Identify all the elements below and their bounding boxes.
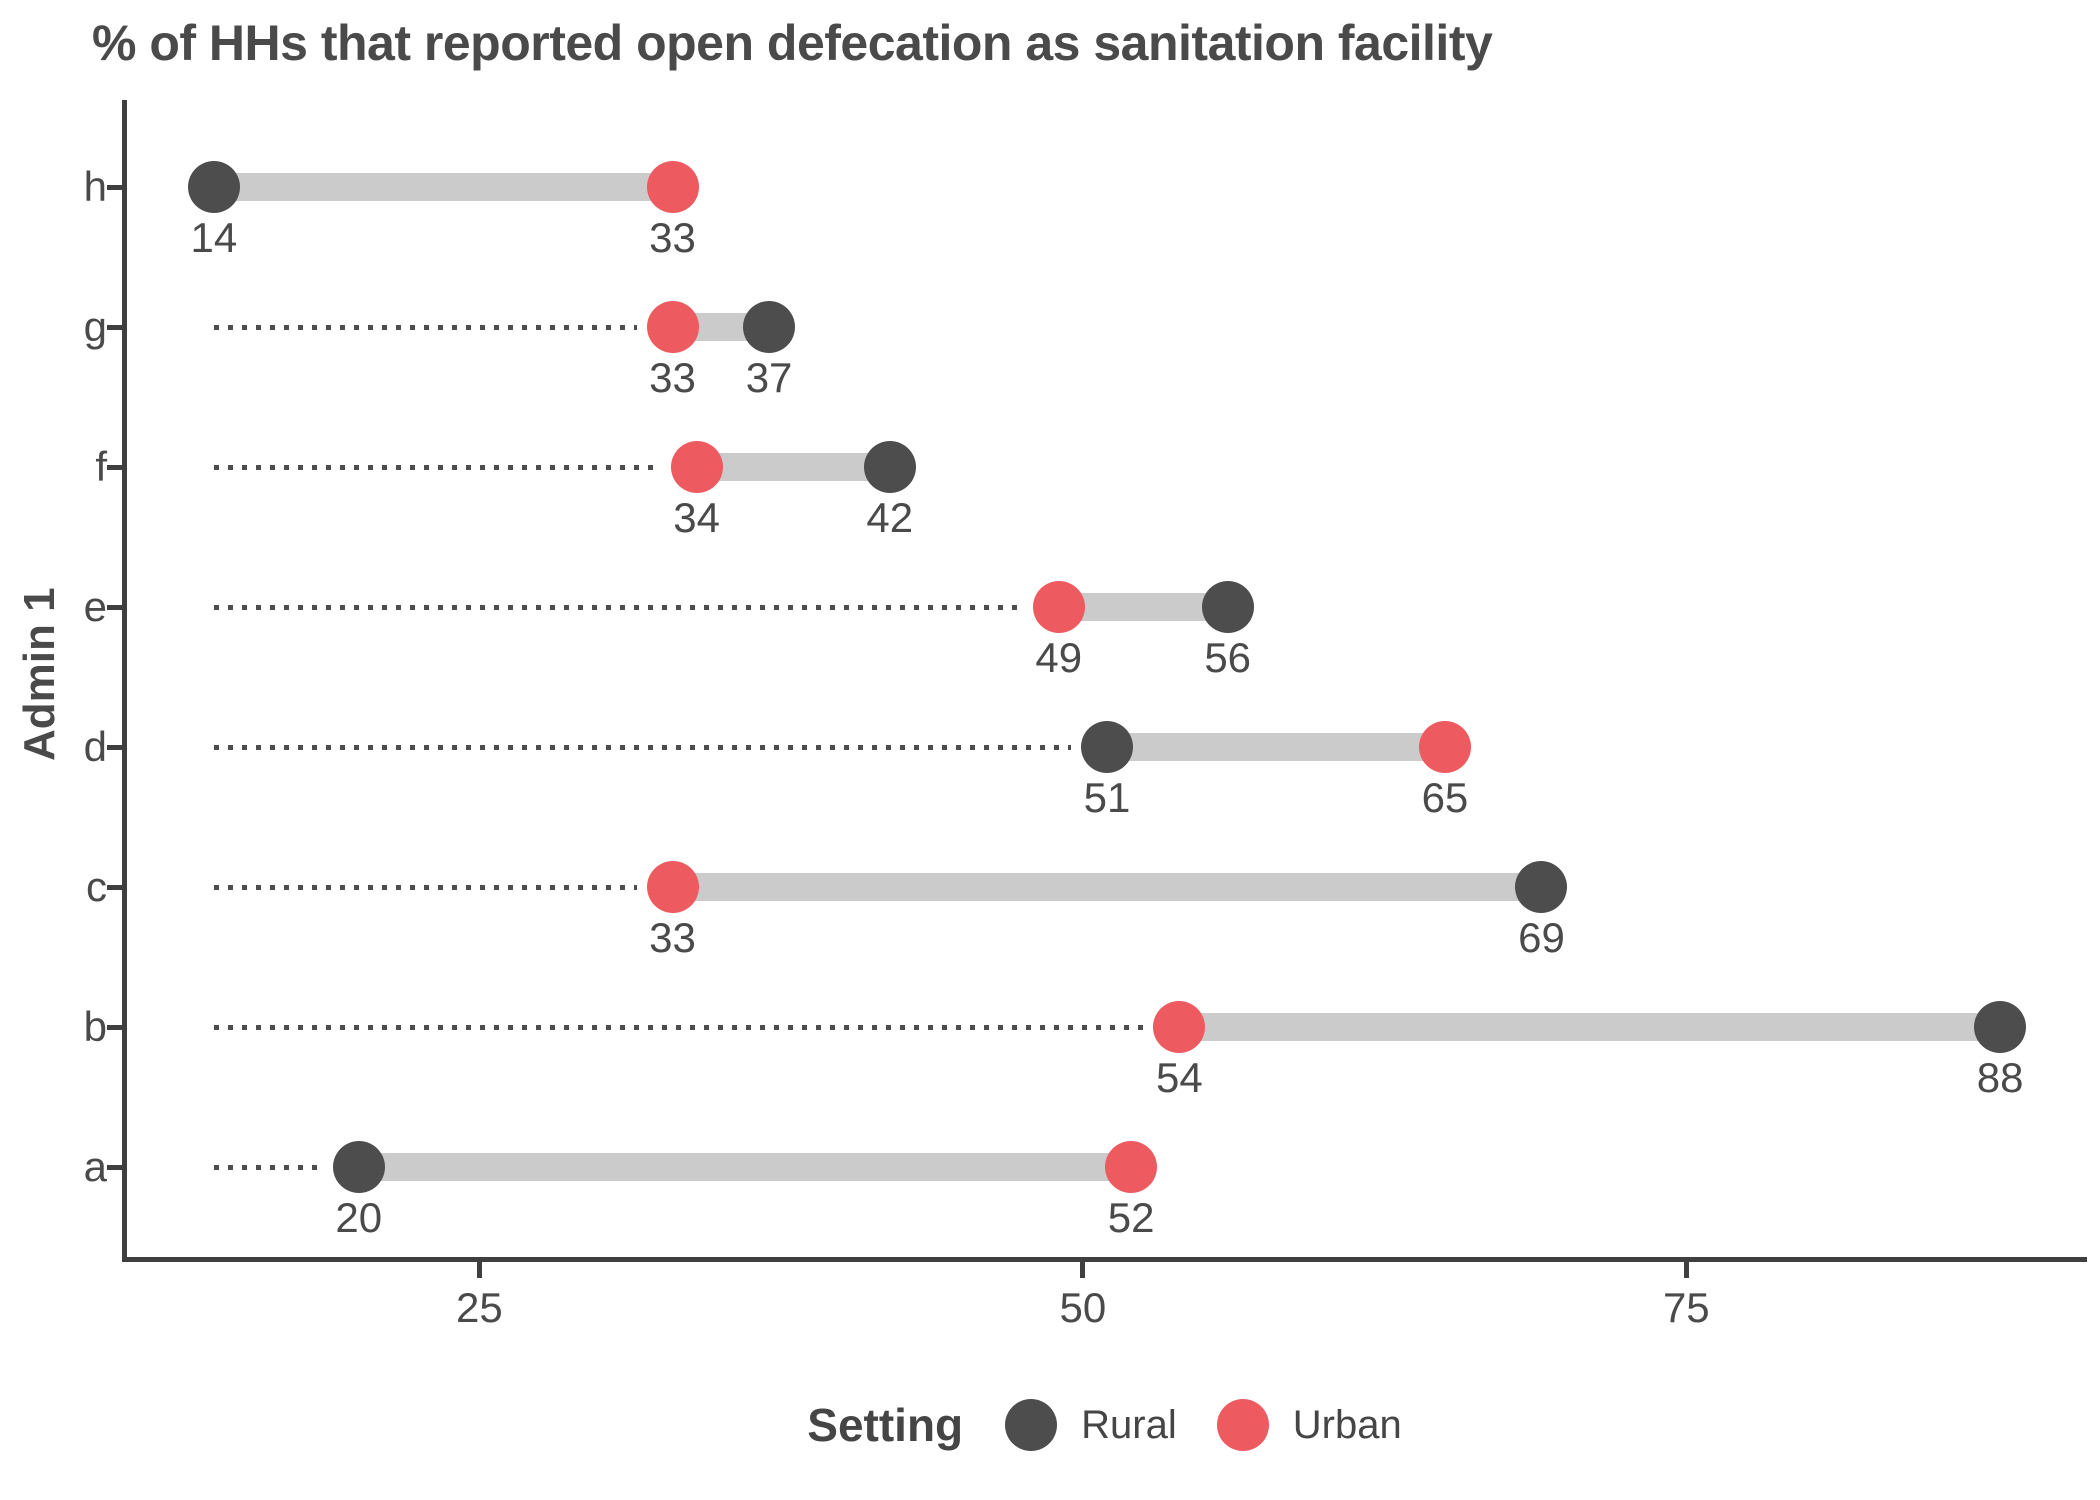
urban-value-label: 33: [649, 914, 696, 961]
y-axis-tick: [107, 464, 122, 470]
x-axis-tick-label: 75: [1662, 1284, 1710, 1331]
urban-value-label: 49: [1035, 634, 1083, 681]
dumbbell-band: [358, 1153, 1132, 1181]
urban-swatch-icon: [1216, 1399, 1269, 1451]
rural-dot: [332, 1141, 385, 1193]
category-label: g: [83, 303, 107, 350]
dumbbell-band: [213, 173, 673, 201]
leader-dotted-line: [213, 604, 1023, 610]
plot-panel: 14 33 37 33 42 34 56 49 51 65 69 33 88 54 20 52: [122, 100, 2087, 1262]
legend-title: Setting: [807, 1399, 964, 1451]
y-axis-tick: [107, 604, 122, 610]
leader-dotted-line: [213, 324, 637, 330]
dumbbell-band: [696, 453, 890, 481]
legend-items: Rural Urban: [1005, 1399, 1402, 1451]
category-label: b: [83, 1003, 107, 1050]
rural-value-label: 14: [190, 214, 238, 261]
category-label: d: [83, 723, 107, 770]
urban-dot: [1032, 581, 1085, 633]
urban-value-label: 34: [673, 494, 720, 541]
rural-value-label: 37: [745, 354, 793, 401]
category-label: e: [83, 583, 107, 630]
rural-dot: [1201, 581, 1254, 633]
urban-dot: [1105, 1141, 1158, 1193]
rural-value-label: 51: [1083, 774, 1131, 821]
dumbbell-band: [672, 873, 1542, 901]
rural-value-label: 20: [335, 1194, 383, 1241]
rural-dot: [1515, 861, 1568, 913]
category-label: h: [83, 163, 107, 210]
y-axis-tick: [107, 184, 122, 190]
leader-dotted-line: [213, 464, 661, 470]
chart-title: % of HHs that reported open defecation a…: [92, 15, 1493, 71]
urban-dot: [670, 441, 723, 493]
y-axis-tick: [107, 1164, 122, 1170]
x-axis-tick-label: 25: [456, 1284, 503, 1331]
urban-dot: [646, 861, 699, 913]
rural-value-label: 69: [1518, 914, 1565, 961]
legend-label: Rural: [1081, 1402, 1177, 1447]
y-axis-tick: [107, 1024, 122, 1030]
rural-dot: [863, 441, 916, 493]
rural-value-label: 88: [1976, 1054, 2024, 1101]
rural-swatch-icon: [1005, 1399, 1058, 1451]
rural-dot: [743, 301, 796, 353]
x-axis-tick: [476, 1262, 482, 1278]
x-axis-tick: [1683, 1262, 1689, 1278]
legend: Setting Rural Urban: [122, 1382, 2087, 1468]
urban-dot: [1153, 1001, 1206, 1053]
urban-dot: [646, 161, 699, 213]
legend-label: Urban: [1292, 1402, 1402, 1447]
urban-value-label: 33: [649, 354, 696, 401]
urban-value-label: 52: [1107, 1194, 1155, 1241]
rural-dot: [1081, 721, 1133, 773]
rural-dot: [187, 161, 240, 213]
urban-value-label: 65: [1421, 774, 1469, 821]
urban-dot: [646, 301, 699, 353]
category-label: f: [95, 443, 107, 490]
category-label: a: [83, 1143, 107, 1190]
x-axis-tick: [1080, 1262, 1086, 1278]
rural-value-label: 56: [1204, 634, 1252, 681]
urban-value-label: 54: [1156, 1054, 1203, 1101]
leader-dotted-line: [213, 884, 637, 890]
x-axis-tick-label: 50: [1059, 1284, 1107, 1331]
urban-dot: [1418, 721, 1471, 773]
leader-dotted-line: [213, 744, 1071, 750]
urban-value-label: 33: [649, 214, 696, 261]
rural-value-label: 42: [866, 494, 914, 541]
category-label: c: [86, 863, 107, 910]
y-axis-tick: [107, 324, 122, 330]
rural-dot: [1974, 1001, 2027, 1053]
leader-dotted-line: [213, 1164, 323, 1170]
y-axis-tick: [107, 884, 122, 890]
dumbbell-band: [1058, 593, 1228, 621]
y-axis-tick: [107, 744, 122, 750]
leader-dotted-line: [213, 1024, 1144, 1030]
legend-item-rural: Rural: [1005, 1399, 1177, 1451]
dumbbell-band: [1107, 733, 1445, 761]
dumbbell-band: [1179, 1013, 2001, 1041]
legend-item-urban: Urban: [1216, 1399, 1402, 1451]
